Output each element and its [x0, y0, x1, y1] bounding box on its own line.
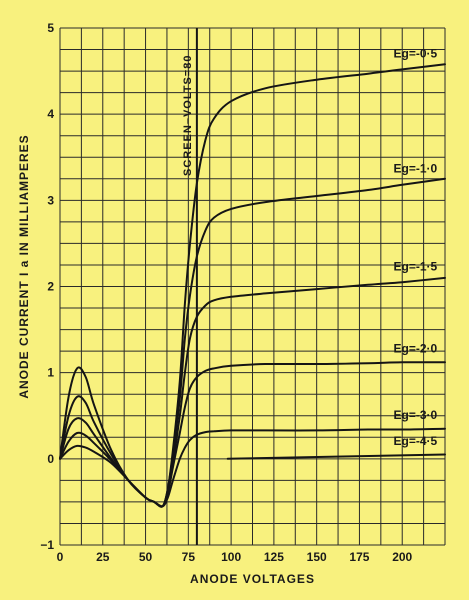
y-tick-labels: −1 0 1 2 3 4 5 — [40, 21, 54, 552]
y-tick-label: 4 — [47, 107, 54, 121]
curve-label-2: Eg=-1·5 — [393, 259, 437, 273]
curve-label-0: Eg=-0·5 — [393, 46, 437, 60]
y-tick-label: −1 — [40, 538, 54, 552]
y-tick-label: 0 — [47, 452, 54, 466]
curve-labels: Eg=-0·5 Eg=-1·0 Eg=-1·5 Eg=-2·0 Eg=-3·0 Eg=-4… — [393, 46, 437, 448]
curve-label-1: Eg=-1·0 — [393, 161, 437, 175]
chart-series — [59, 63, 446, 508]
curve-label-5: Eg=-4·5 — [393, 434, 437, 448]
y-tick-label: 1 — [47, 366, 54, 380]
x-tick-label: 25 — [96, 550, 110, 564]
series-curve-3 — [59, 361, 446, 508]
x-tick-label: 150 — [307, 550, 327, 564]
y-axis-title: ANODE CURRENT I a IN MILLIAMPERES — [17, 134, 31, 398]
y-tick-label: 5 — [47, 21, 54, 35]
series-curve-5 — [226, 453, 446, 460]
y-tick-label: 3 — [47, 193, 54, 207]
x-tick-label: 75 — [182, 550, 196, 564]
series-curve-1 — [59, 177, 446, 508]
y-tick-label: 2 — [47, 280, 54, 294]
series-curve-2 — [59, 276, 446, 508]
x-tick-label: 125 — [264, 550, 284, 564]
x-tick-label: 50 — [139, 550, 153, 564]
screen-volts-annotation: SCREEN–VOLTS=80 — [182, 28, 198, 545]
curve-label-3: Eg=-2·0 — [393, 341, 437, 355]
x-tick-label: 200 — [392, 550, 412, 564]
x-tick-label: 0 — [57, 550, 64, 564]
series-curve-4 — [59, 427, 446, 508]
screen-volts-label: SCREEN–VOLTS=80 — [182, 55, 194, 176]
x-tick-label: 100 — [221, 550, 241, 564]
series-curve-0 — [59, 63, 446, 508]
curve-label-4: Eg=-3·0 — [393, 408, 437, 422]
x-tick-label: 175 — [349, 550, 369, 564]
x-axis-title: ANODE VOLTAGES — [190, 572, 315, 586]
x-tick-labels: 0 25 50 75 100 125 150 175 200 — [57, 550, 413, 564]
